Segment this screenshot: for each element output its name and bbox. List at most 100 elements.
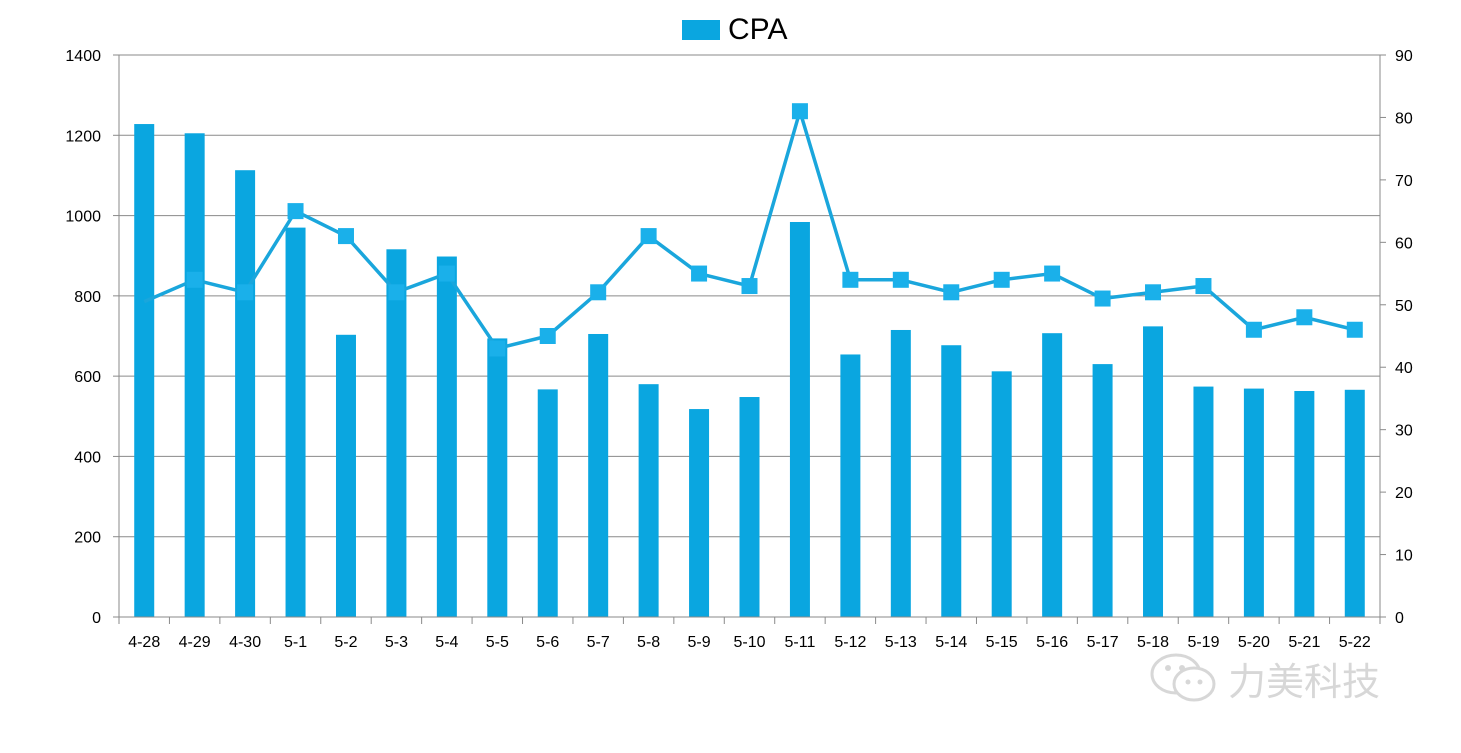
x-tick-label: 4-28 (128, 634, 160, 651)
x-tick-label: 4-30 (229, 634, 261, 651)
line-marker-5-16 (1044, 265, 1061, 282)
x-tick-label: 5-13 (885, 634, 917, 651)
line-marker-4-29 (186, 271, 203, 288)
x-tick-label: 5-20 (1238, 634, 1270, 651)
line-marker-5-8 (640, 228, 657, 245)
line-marker-5-13 (892, 271, 909, 288)
line-marker-5-19 (1195, 278, 1212, 295)
y-left-tick-label: 400 (74, 449, 101, 466)
y-right-tick-label: 30 (1395, 423, 1413, 440)
watermark: 力美科技 (1148, 650, 1380, 706)
bar-5-14 (941, 345, 962, 617)
y-left-tick-label: 800 (74, 289, 101, 306)
bar-5-18 (1143, 326, 1164, 617)
bar-5-3 (386, 249, 407, 617)
line-marker-5-1 (287, 203, 304, 220)
line-series (143, 103, 1363, 357)
x-tick-label: 5-8 (637, 634, 660, 651)
x-tick-label: 5-17 (1087, 634, 1119, 651)
line-marker-5-11 (791, 103, 808, 120)
bar-4-30 (235, 170, 256, 617)
line-marker-5-12 (842, 271, 859, 288)
bar-5-8 (638, 384, 659, 617)
bar-5-4 (436, 256, 457, 617)
bar-5-6 (537, 389, 558, 617)
x-tick-label: 5-10 (733, 634, 765, 651)
x-tick-label: 5-6 (536, 634, 559, 651)
bar-5-9 (689, 409, 710, 617)
x-tick-label: 5-2 (334, 634, 357, 651)
y-left-tick-labels: 0 200 400 600 800 1000 1200 1400 (65, 48, 101, 627)
x-tick-label: 5-15 (986, 634, 1018, 651)
bar-5-20 (1243, 388, 1264, 617)
legend-swatch (682, 20, 720, 40)
x-tick-label: 5-1 (284, 634, 307, 651)
bar-5-21 (1294, 390, 1315, 617)
y-left-tick-label: 1200 (65, 128, 101, 145)
bar-5-7 (588, 333, 609, 617)
bar-4-29 (184, 133, 205, 617)
x-tick-label: 5-21 (1288, 634, 1320, 651)
y-right-tick-label: 50 (1395, 298, 1413, 315)
y-right-tick-label: 10 (1395, 548, 1413, 565)
x-tick-label: 5-3 (385, 634, 408, 651)
line-marker-5-3 (388, 284, 405, 301)
line-marker-4-30 (237, 284, 254, 301)
line-path (143, 109, 1356, 351)
line-marker-5-21 (1296, 309, 1313, 326)
y-left-tick-label: 1000 (65, 209, 101, 226)
line-marker-5-6 (539, 328, 556, 344)
line-marker-5-2 (337, 228, 354, 245)
watermark-text: 力美科技 (1228, 659, 1381, 704)
gridlines (119, 54, 1380, 538)
y-right-tick-labels: 0 10 20 30 40 50 60 70 80 90 (1395, 48, 1413, 627)
line-marker-5-5 (489, 340, 506, 357)
x-tick-labels: 4-28 4-29 4-30 5-1 5-2 5-3 5-4 5-5 5-6 5-7 5-8 5-9 5… (128, 634, 1371, 651)
line-marker-5-9 (691, 265, 708, 282)
bar-5-13 (890, 329, 911, 617)
cpa-bars (134, 124, 1365, 617)
bar-5-10 (739, 397, 760, 617)
x-tick-label: 4-29 (179, 634, 211, 651)
x-tick-label: 5-19 (1187, 634, 1219, 651)
axes (113, 54, 1386, 624)
y-right-tick-label: 40 (1395, 360, 1413, 377)
x-tick-label: 5-18 (1137, 634, 1169, 651)
x-tick-label: 5-11 (785, 634, 816, 651)
bar-5-22 (1344, 389, 1365, 617)
bar-5-16 (1042, 333, 1063, 617)
line-marker-5-18 (1145, 284, 1162, 301)
line-marker-5-22 (1346, 321, 1363, 338)
y-left-tick-label: 0 (92, 610, 101, 627)
y-right-tick-label: 0 (1395, 610, 1404, 627)
line-marker-5-15 (993, 271, 1010, 288)
x-tick-label: 5-16 (1036, 634, 1068, 651)
bar-5-12 (840, 354, 861, 617)
line-marker-5-20 (1245, 321, 1262, 338)
bar-5-17 (1092, 364, 1113, 617)
bar-5-15 (991, 371, 1012, 617)
legend: CPA (682, 12, 787, 48)
x-tick-label: 5-9 (687, 634, 710, 651)
y-left-tick-label: 600 (74, 369, 101, 386)
bar-5-19 (1193, 386, 1214, 617)
line-marker-5-10 (741, 278, 758, 295)
y-left-tick-label: 1400 (65, 48, 101, 65)
bar-5-11 (789, 221, 810, 617)
x-tick-label: 5-4 (435, 634, 458, 651)
wechat-icon (1150, 653, 1216, 702)
x-tick-label: 5-12 (834, 634, 866, 651)
x-tick-label: 5-14 (935, 634, 967, 651)
line-marker-5-4 (438, 265, 455, 282)
x-tick-label: 5-5 (486, 634, 509, 651)
bar-5-1 (285, 227, 306, 617)
x-tick-label: 5-7 (587, 634, 610, 651)
y-right-tick-label: 60 (1395, 235, 1413, 252)
line-marker-5-14 (943, 284, 960, 301)
bar-5-5 (487, 338, 508, 617)
y-right-tick-label: 90 (1395, 48, 1413, 65)
y-left-tick-label: 200 (74, 530, 101, 547)
y-right-tick-label: 80 (1395, 110, 1413, 127)
bar-4-28 (134, 124, 155, 617)
